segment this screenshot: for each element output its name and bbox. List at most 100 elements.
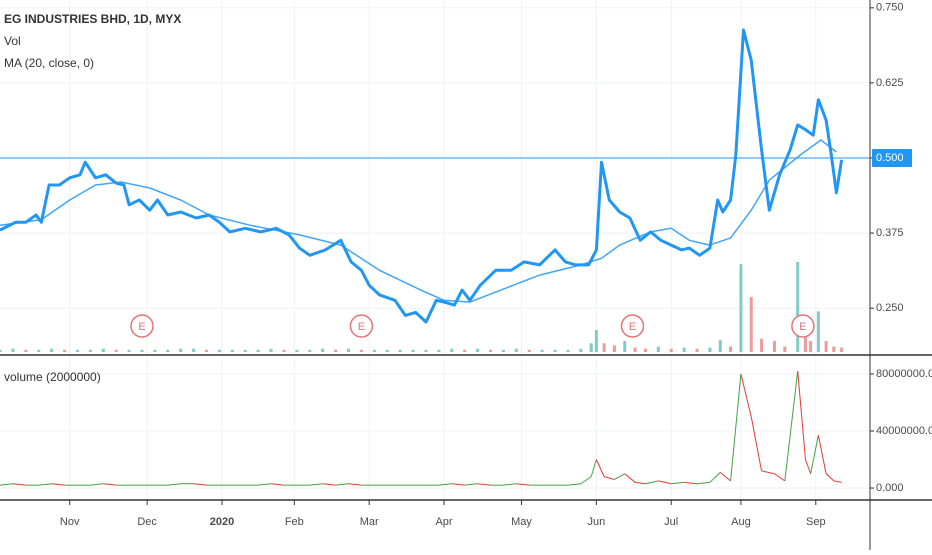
volume-bar <box>695 348 699 352</box>
price-line-series <box>0 28 844 324</box>
volume-line-segment <box>580 476 592 485</box>
volume-bar <box>101 348 105 352</box>
volume-line-segment <box>51 483 65 486</box>
y-tick-label: 0.250 <box>876 302 904 314</box>
volume-bar <box>656 346 660 352</box>
volume-line-segment <box>740 373 752 417</box>
volume-bar <box>772 341 776 352</box>
volume-line-segment <box>709 471 721 483</box>
volume-bar <box>540 349 544 352</box>
volume-bar <box>269 348 273 352</box>
volume-bar <box>527 349 531 352</box>
volume-line-segment <box>438 483 452 486</box>
earnings-marker <box>791 314 815 338</box>
volume-bar <box>166 349 170 352</box>
x-tick-label: Jul <box>664 516 678 528</box>
volume-bar <box>501 349 505 352</box>
volume-bar <box>347 348 351 352</box>
y-tick-label: 80000000.000 <box>876 368 932 380</box>
volume-bar <box>602 343 606 352</box>
volume-bar <box>75 349 79 352</box>
volume-bar <box>489 349 493 352</box>
volume-bar <box>411 349 415 352</box>
volume-bar <box>476 348 480 352</box>
volume-bar <box>553 349 557 352</box>
volume-line-segment <box>696 481 710 485</box>
volume-line-segment <box>774 473 786 482</box>
grid <box>0 0 870 500</box>
volume-line-segment <box>590 459 597 477</box>
legend-entry: MA (20, close, 0) <box>4 56 94 70</box>
volume-bar <box>37 349 41 352</box>
x-tick-label: Nov <box>60 516 80 528</box>
volume-line-segment <box>348 483 362 486</box>
volume-bar <box>11 348 15 352</box>
volume-bar <box>321 348 325 352</box>
volume-line-segment <box>335 483 349 486</box>
volume-bar <box>334 349 338 352</box>
last-price-box <box>872 148 912 167</box>
volume-line-segment <box>833 480 842 483</box>
volume-bar <box>803 330 807 352</box>
volume-line-segment <box>595 459 605 477</box>
volume-bar <box>24 349 28 352</box>
volume-bar <box>809 341 813 352</box>
x-tick-label: Aug <box>731 516 751 528</box>
earnings-label: E <box>799 321 806 333</box>
volume-line-segment <box>503 483 517 486</box>
y-tick-label: 0.750 <box>876 2 904 14</box>
volume-bar <box>282 349 286 352</box>
volume-bar <box>566 349 570 352</box>
earnings-marker <box>349 314 374 338</box>
volume-line-segment <box>810 435 819 474</box>
volume-line-segment <box>477 483 491 486</box>
volume-bar <box>450 348 454 352</box>
volume-bar <box>398 349 402 352</box>
volume-line-segment <box>322 483 336 486</box>
volume-bar <box>589 343 593 352</box>
volume-line-segment <box>38 483 52 486</box>
volume-bar <box>205 349 209 352</box>
volume-line-segment <box>0 483 13 486</box>
volume-bar <box>718 339 722 352</box>
volume-bar <box>179 348 183 352</box>
volume-line-segment <box>804 459 812 474</box>
x-tick-label: Dec <box>137 516 157 528</box>
volume-bar <box>127 349 131 352</box>
volume-line-segment <box>167 483 181 486</box>
volume-bar <box>88 349 92 352</box>
volume-line-segment <box>103 483 117 486</box>
earnings-label: E <box>629 321 636 333</box>
volume-line-segment <box>193 483 207 486</box>
volume-line-segment <box>271 483 285 486</box>
volume-line-segment <box>258 483 272 486</box>
x-tick-label: Apr <box>435 516 452 528</box>
volume-line-segment <box>567 483 581 486</box>
earnings-marker <box>130 314 154 338</box>
volume-bar <box>463 349 467 352</box>
volume-line-segment <box>309 483 323 486</box>
volume-bar <box>114 349 118 352</box>
volume-bar <box>623 341 627 352</box>
chart-title: EG INDUSTRIES BHD, 1D, MYX <box>4 12 181 26</box>
volume-bar <box>783 346 787 352</box>
volume-line-segment <box>624 473 636 483</box>
volume-bar <box>192 348 196 352</box>
volume-bar <box>372 349 376 352</box>
volume-bar <box>140 349 144 352</box>
volume-bar <box>514 348 518 352</box>
volume-bar <box>437 349 441 352</box>
x-tick-label: Jun <box>587 516 605 528</box>
volume-bar <box>643 348 647 352</box>
volume-line-segment <box>12 483 26 486</box>
volume-bar <box>633 347 637 352</box>
x-tick-label: 2020 <box>210 516 234 528</box>
volume-bar <box>594 330 598 352</box>
y-tick-label: 0.375 <box>876 227 904 239</box>
volume-line-segment <box>684 481 698 485</box>
volume-line-segment <box>451 483 465 486</box>
earnings-marker <box>620 314 645 338</box>
volume-bar <box>217 349 221 352</box>
x-tick-label: Feb <box>285 516 304 528</box>
ma-line <box>0 139 837 303</box>
